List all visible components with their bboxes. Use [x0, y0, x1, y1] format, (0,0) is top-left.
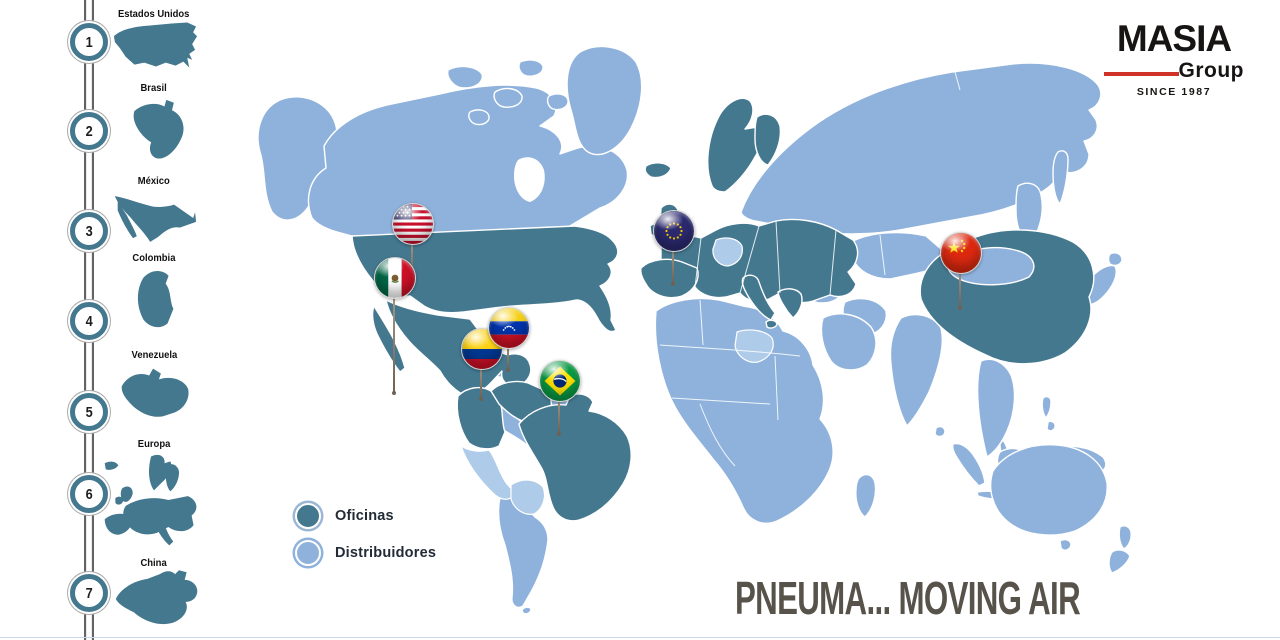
pin-stick	[958, 268, 962, 310]
step-circle-5: 5	[70, 393, 108, 431]
step-number: 6	[85, 485, 93, 503]
eu-flag-icon	[653, 210, 695, 252]
mexico-silhouette	[114, 196, 197, 242]
legend-item-oficinas: Oficinas	[295, 503, 436, 529]
step-number: 2	[85, 122, 93, 140]
step-number: 5	[85, 403, 93, 421]
brazil-flag-icon	[539, 360, 581, 402]
step-number: 4	[85, 312, 93, 330]
map-legend: Oficinas Distribuidores	[295, 503, 436, 577]
sidebar-label-venezuela: Venezuela	[131, 349, 177, 361]
legend-item-distribuidores: Distribuidores	[295, 540, 436, 566]
china-silhouette	[115, 570, 198, 625]
step-number: 1	[85, 33, 93, 51]
tagline: PNEUMA... MOVING AIR	[735, 572, 1081, 624]
europa-silhouette	[104, 454, 197, 546]
office-landmass	[351, 97, 1095, 522]
step-circle-3: 3	[70, 212, 108, 250]
usa-flag-icon	[392, 203, 434, 245]
company-logo: MASIA Group SINCE 1987	[1104, 20, 1244, 98]
bottom-divider	[0, 637, 1280, 638]
sidebar-label-estados-unidos: Estados Unidos	[118, 8, 190, 20]
step-number: 3	[85, 222, 93, 240]
step-circle-7: 7	[70, 574, 108, 612]
sidebar-label-colombia: Colombia	[132, 252, 176, 264]
country-borders	[659, 71, 961, 467]
brasil-silhouette	[133, 99, 184, 159]
logo-group-text: Group	[1178, 59, 1244, 82]
estados-unidos-silhouette	[113, 22, 198, 68]
sidebar-label-brasil: Brasil	[140, 82, 168, 94]
pin-stick	[557, 396, 561, 436]
mexico-flag-icon	[374, 257, 416, 299]
pin-stick	[506, 343, 510, 372]
sidebar-label-china: China	[140, 557, 168, 569]
legend-label: Oficinas	[335, 508, 394, 524]
logo-masia-text: MASIA	[1116, 18, 1232, 59]
step-circle-6: 6	[70, 475, 108, 513]
sidebar-label-mexico: México	[137, 175, 171, 187]
legend-label: Distribuidores	[335, 545, 437, 561]
step-circle-4: 4	[70, 302, 108, 340]
logo-red-line	[1104, 72, 1179, 76]
colombia-silhouette	[137, 270, 174, 328]
pin-stick	[671, 246, 675, 286]
pin-stick	[392, 293, 396, 395]
pin-stick	[479, 364, 483, 401]
step-circle-2: 2	[70, 112, 108, 150]
logo-since-text: SINCE 1987	[1136, 86, 1212, 98]
china-flag-icon	[940, 232, 982, 274]
venezuela-silhouette	[121, 368, 189, 417]
step-number: 7	[85, 584, 93, 602]
office-marker-icon	[295, 503, 321, 529]
distributor-marker-icon	[295, 540, 321, 566]
venezuela-flag-icon	[488, 307, 530, 349]
sidebar-label-europa: Europa	[137, 438, 171, 450]
step-circle-1: 1	[70, 23, 108, 61]
